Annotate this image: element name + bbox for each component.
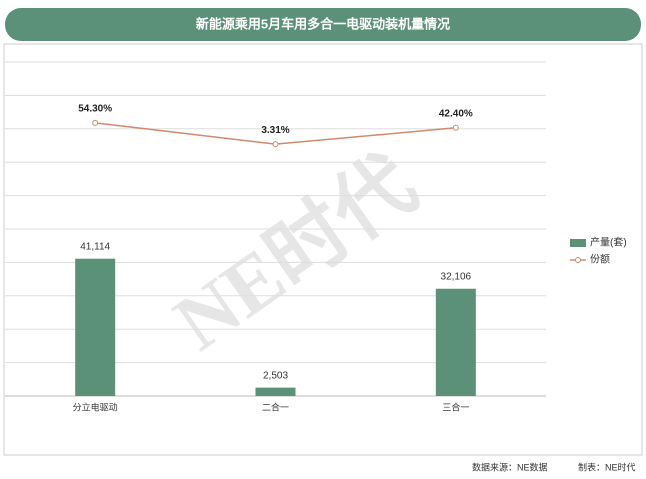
source: 数据来源：NE数据 (472, 461, 548, 472)
frame (3, 43, 643, 456)
line-point (272, 141, 279, 148)
legend-swatch (575, 257, 581, 263)
x-tick-label: 分立电驱动 (73, 401, 118, 412)
maker: 制表：NE时代 (578, 461, 636, 472)
chart-title: 新能源乘用5月车用多合一电驱动装机量情况 (196, 16, 450, 31)
bar (255, 387, 296, 396)
data-label: 3.31% (261, 125, 289, 136)
line-point (92, 119, 99, 126)
data-label: 54.30% (78, 103, 112, 114)
legend-label: 份额 (590, 253, 610, 266)
title-banner (5, 8, 641, 41)
watermark: NE时代 (159, 140, 432, 368)
bar (435, 288, 476, 396)
legend-swatch (570, 239, 586, 247)
x-tick-label: 二合一 (262, 401, 289, 412)
x-tick-label: 三合一 (442, 401, 469, 412)
data-label: 42.40% (439, 108, 473, 119)
legend-label: 产量(套) (590, 236, 627, 249)
data-label: 2,503 (263, 370, 288, 381)
data-label: 41,114 (80, 241, 110, 252)
line-point (452, 124, 459, 131)
bar (75, 258, 116, 396)
data-label: 32,106 (441, 271, 472, 282)
